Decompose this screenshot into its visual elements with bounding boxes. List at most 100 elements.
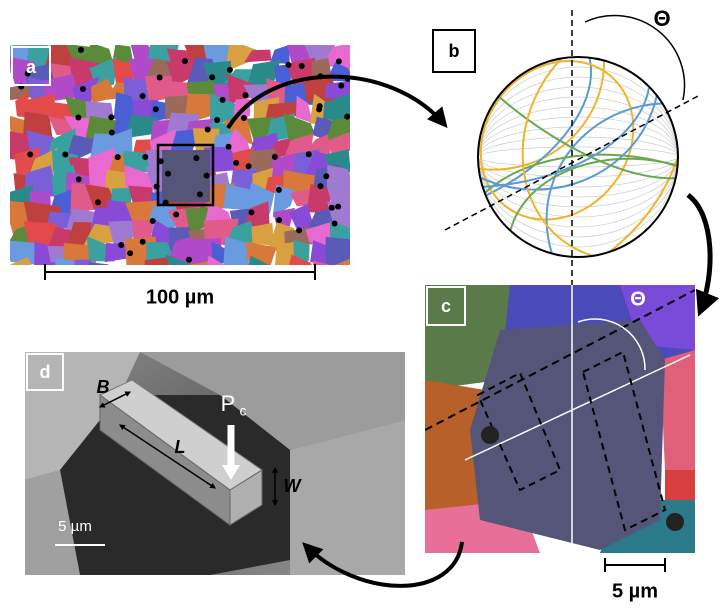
- stereogram: [478, 57, 678, 257]
- angle-arc: [577, 318, 646, 371]
- trace-line: [444, 94, 701, 231]
- pore: [317, 183, 324, 190]
- pore: [481, 426, 499, 444]
- angle-arc: [584, 14, 686, 101]
- pillar-outline: [476, 371, 562, 492]
- load-subscript: c: [240, 403, 247, 419]
- pore: [335, 58, 342, 65]
- pore: [77, 46, 84, 53]
- ebsd-map: [10, 45, 350, 282]
- grain: [47, 115, 77, 136]
- panel-label: d: [40, 362, 51, 382]
- grid-arc: [478, 86, 678, 228]
- dimension-arrow: [98, 391, 132, 408]
- dimension-label: L: [175, 437, 186, 457]
- panel-label: c: [441, 296, 451, 316]
- grain: [55, 257, 77, 265]
- pore: [242, 92, 249, 99]
- scale-bar: [44, 264, 316, 280]
- pore: [296, 227, 303, 234]
- pore: [127, 250, 134, 257]
- zone-arc: [478, 57, 678, 257]
- grain: [145, 75, 174, 103]
- grid-arc: [478, 96, 678, 218]
- ebsd-zoom: [425, 285, 695, 553]
- pore: [225, 143, 232, 150]
- panel-label: a: [26, 57, 37, 77]
- grain: [324, 45, 350, 73]
- pore: [323, 173, 330, 180]
- pore: [331, 220, 338, 227]
- grain: [166, 60, 195, 87]
- grain: [170, 128, 200, 153]
- grain: [24, 165, 59, 198]
- stereogram-outline: [477, 56, 679, 258]
- pore: [209, 74, 216, 81]
- pore: [298, 62, 305, 69]
- selection-box: [156, 143, 215, 207]
- grain: [74, 259, 92, 265]
- pore: [149, 218, 156, 225]
- angle-label: Θ: [653, 6, 670, 31]
- grain: [130, 266, 156, 282]
- pore: [181, 58, 188, 65]
- pore: [75, 176, 82, 183]
- grain: [288, 254, 312, 265]
- grain: [425, 380, 485, 520]
- grid-arc: [478, 126, 678, 188]
- flow-arrow: [686, 192, 720, 317]
- angle-label: Θ: [630, 288, 646, 310]
- pore: [344, 113, 350, 120]
- scale-label: 5 µm: [58, 518, 92, 535]
- pore: [245, 163, 252, 170]
- grain: [325, 236, 350, 265]
- grain: [229, 168, 258, 193]
- zone-arc: [521, 57, 678, 257]
- grain: [85, 101, 114, 121]
- pore: [328, 204, 335, 211]
- zone-arc: [478, 57, 593, 218]
- pore: [108, 129, 115, 136]
- pore: [142, 153, 149, 160]
- grain: [108, 220, 141, 246]
- label-box: [11, 46, 51, 86]
- pore: [196, 191, 203, 198]
- pore: [62, 151, 69, 158]
- grain: [269, 45, 290, 64]
- grid-arc: [478, 136, 678, 178]
- grain: [88, 262, 109, 265]
- grid-arc: [478, 76, 678, 238]
- grain: [244, 49, 272, 63]
- grain: [272, 184, 296, 218]
- grain: [124, 114, 160, 139]
- grain: [248, 255, 269, 265]
- panel-label: b: [449, 41, 460, 61]
- pore: [139, 93, 146, 100]
- pore: [193, 155, 200, 162]
- pore: [316, 106, 323, 113]
- grain: [425, 285, 510, 390]
- grain: [224, 255, 254, 265]
- pore: [79, 85, 86, 92]
- pore: [276, 217, 283, 224]
- pore: [24, 70, 31, 77]
- label-box: [426, 286, 466, 326]
- label-box: [432, 29, 476, 73]
- flow-arrow: [226, 74, 448, 130]
- pore: [214, 116, 221, 123]
- scale-label: 5 µm: [612, 580, 658, 602]
- pore: [248, 209, 255, 216]
- trace-line: [464, 354, 691, 461]
- grain: [247, 116, 275, 141]
- zone-arc: [478, 57, 678, 180]
- stereo-bg: [478, 57, 678, 257]
- grain: [225, 45, 259, 72]
- pore: [666, 513, 684, 531]
- pore: [203, 172, 210, 179]
- pore: [240, 114, 247, 121]
- grain: [326, 132, 350, 156]
- pore: [338, 82, 345, 89]
- pore: [226, 66, 233, 73]
- pore: [75, 114, 82, 121]
- trace-line: [425, 289, 695, 431]
